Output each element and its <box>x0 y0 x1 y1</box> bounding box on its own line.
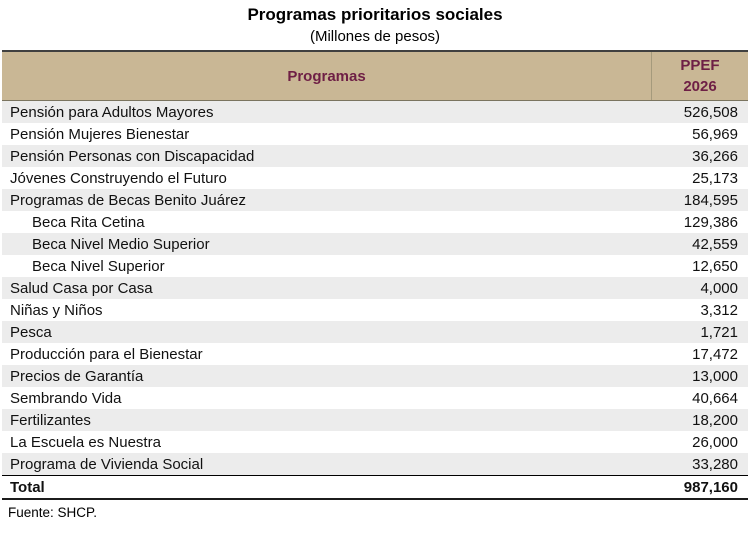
program-label: Programas de Becas Benito Juárez <box>10 191 246 209</box>
program-label: Pesca <box>10 323 52 341</box>
program-value: 33,280 <box>692 455 738 473</box>
source-note: Fuente: SHCP. <box>8 505 98 520</box>
program-value: 36,266 <box>692 147 738 165</box>
program-value: 184,595 <box>683 191 738 209</box>
program-value: 987,160 <box>683 478 738 496</box>
program-label: Beca Nivel Superior <box>32 257 165 275</box>
program-label: Salud Casa por Casa <box>10 279 153 297</box>
program-label: Pensión para Adultos Mayores <box>10 103 214 121</box>
table-row: Beca Nivel Medio Superior 42,559 <box>2 233 748 255</box>
table-body: Pensión para Adultos Mayores 526,508 Pensi… <box>2 101 748 498</box>
ppef-label-line1: PPEF <box>680 57 720 74</box>
total-row: Total 987,160 <box>2 475 748 498</box>
table-row: Programas de Becas Benito Juárez 184,595 <box>2 189 748 211</box>
table-row: Fertilizantes 18,200 <box>2 409 748 431</box>
table-row: Sembrando Vida 40,664 <box>2 387 748 409</box>
table-row: Producción para el Bienestar 17,472 <box>2 343 748 365</box>
program-label: Niñas y Niños <box>10 301 103 319</box>
program-value: 42,559 <box>692 235 738 253</box>
program-label: Producción para el Bienestar <box>10 345 203 363</box>
table-row: Salud Casa por Casa 4,000 <box>2 277 748 299</box>
table-row: Pensión para Adultos Mayores 526,508 <box>2 101 748 123</box>
program-label: Sembrando Vida <box>10 389 122 407</box>
table-row: Pensión Mujeres Bienestar 56,969 <box>2 123 748 145</box>
program-value: 25,173 <box>692 169 738 187</box>
table-row: Pesca 1,721 <box>2 321 748 343</box>
program-value: 12,650 <box>692 257 738 275</box>
program-value: 129,386 <box>683 213 738 231</box>
table-row: Niñas y Niños 3,312 <box>2 299 748 321</box>
table-row: Jóvenes Construyendo el Futuro 25,173 <box>2 167 748 189</box>
program-label: Pensión Mujeres Bienestar <box>10 125 190 143</box>
program-value: 4,000 <box>700 279 738 297</box>
table-row: Precios de Garantía 13,000 <box>2 365 748 387</box>
program-value: 17,472 <box>692 345 738 363</box>
program-value: 526,508 <box>683 103 738 121</box>
program-label: Programa de Vivienda Social <box>10 455 204 473</box>
page-subtitle: (Millones de pesos) <box>309 28 441 45</box>
program-value: 26,000 <box>692 433 738 451</box>
program-value: 18,200 <box>692 411 738 429</box>
program-label: La Escuela es Nuestra <box>10 433 161 451</box>
program-label: Total <box>10 478 45 496</box>
program-value: 13,000 <box>692 367 738 385</box>
table-row: Pensión Personas con Discapacidad 36,266 <box>2 145 748 167</box>
table-row: Beca Rita Cetina 129,386 <box>2 211 748 233</box>
program-value: 1,721 <box>700 323 738 341</box>
column-header-programs: Programas <box>287 67 366 85</box>
table-row: La Escuela es Nuestra 26,000 <box>2 431 748 453</box>
program-label: Beca Nivel Medio Superior <box>32 235 210 253</box>
column-header-ppef-2026: PPEF 2026 <box>651 52 748 100</box>
program-label: Pensión Personas con Discapacidad <box>10 147 255 165</box>
table-header-row: Programas PPEF 2026 <box>2 52 748 101</box>
table-row: Beca Nivel Superior 12,650 <box>2 255 748 277</box>
program-label: Fertilizantes <box>10 411 91 429</box>
programs-table: Programas PPEF 2026 Pensión para Adultos… <box>2 50 748 500</box>
program-value: 40,664 <box>692 389 738 407</box>
ppef-label-line2: 2026 <box>683 78 717 95</box>
program-value: 56,969 <box>692 125 738 143</box>
program-label: Beca Rita Cetina <box>32 213 145 231</box>
program-value: 3,312 <box>700 301 738 319</box>
program-label: Precios de Garantía <box>10 367 144 385</box>
page-title: Programas prioritarios sociales <box>247 5 503 24</box>
program-label: Jóvenes Construyendo el Futuro <box>10 169 227 187</box>
table-row: Programa de Vivienda Social 33,280 <box>2 453 748 475</box>
